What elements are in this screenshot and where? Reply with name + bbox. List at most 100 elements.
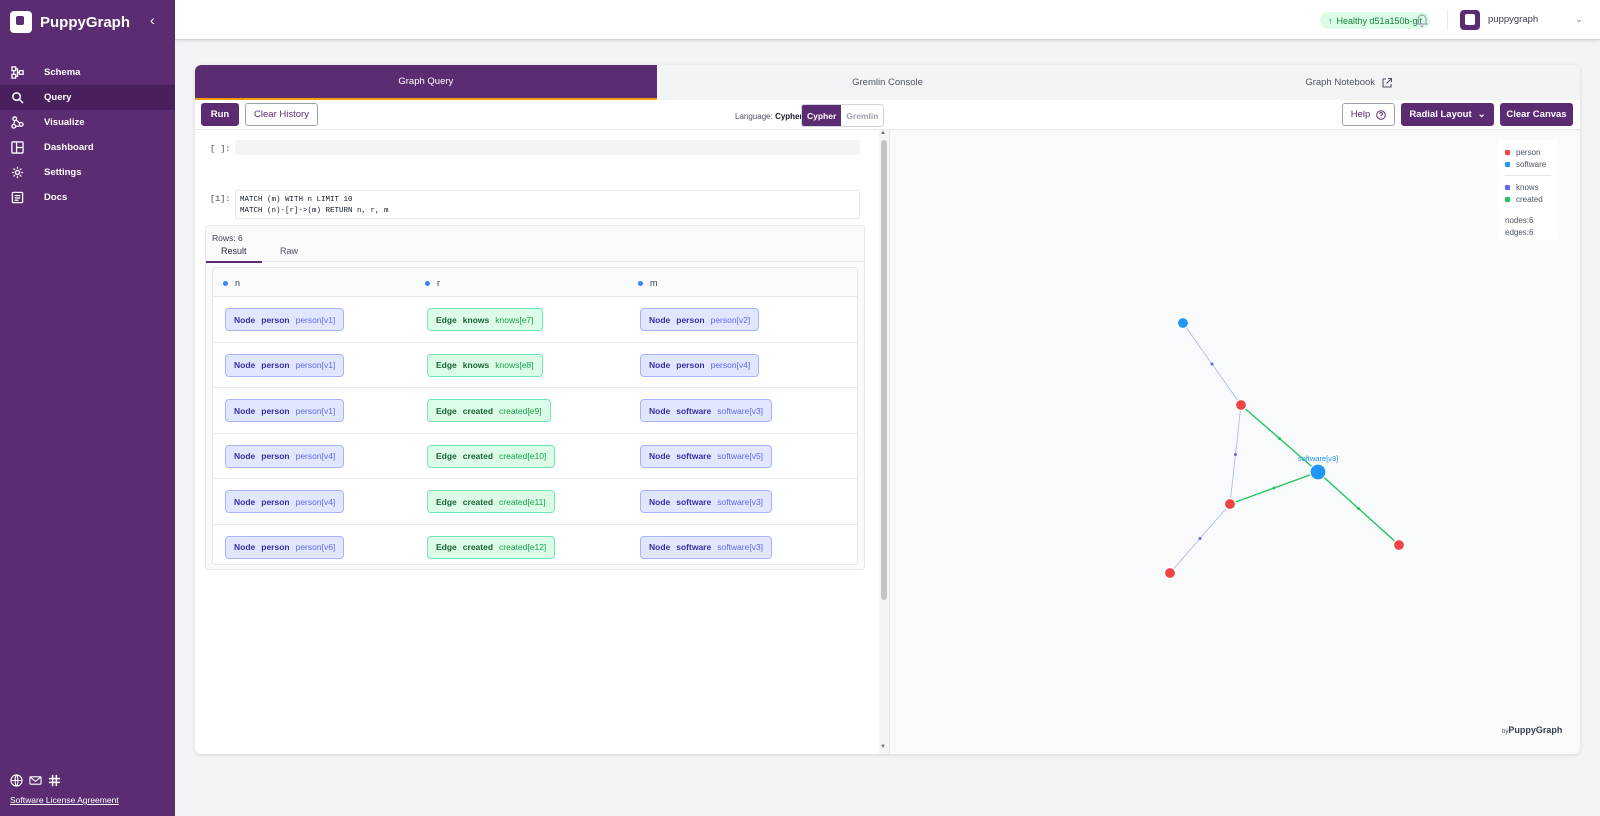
column-header-m: m	[638, 278, 658, 288]
chip-id: person[v1]	[295, 405, 336, 416]
graph-query-panel: Graph Query Gremlin Console Graph Notebo…	[195, 65, 1580, 754]
graph-canvas[interactable]: software[v3] person software knows creat…	[889, 130, 1580, 754]
lang-cypher-button[interactable]: Cypher	[802, 105, 842, 126]
legend-divider	[1505, 175, 1551, 176]
node-chip[interactable]: Node person person[v4]	[640, 353, 760, 377]
chip-id: person[v2]	[710, 314, 751, 325]
sidebar-item-schema[interactable]: Schema	[0, 60, 175, 85]
graph-node-software[interactable]	[1309, 463, 1327, 481]
edge-chip[interactable]: Edge created created[e11]	[427, 490, 555, 513]
run-button[interactable]: Run	[201, 103, 239, 126]
avatar[interactable]	[1460, 10, 1480, 30]
legend-swatch	[1505, 149, 1510, 155]
edge-chip[interactable]: Edge knows knows[e7]	[427, 308, 543, 331]
chip-label: person	[261, 405, 290, 416]
software-license-link[interactable]: Software License Agreement	[10, 795, 119, 805]
user-name[interactable]: puppygraph	[1488, 14, 1539, 25]
query-input[interactable]	[235, 140, 860, 155]
lang-gremlin-button[interactable]: Gremlin	[841, 105, 884, 126]
node-chip[interactable]: Node person person[v4]	[225, 444, 345, 468]
help-button[interactable]: Help	[1342, 103, 1395, 126]
collapse-sidebar-icon[interactable]: ‹	[150, 12, 155, 28]
schema-icon	[10, 66, 24, 80]
chip-kind: Edge	[436, 451, 457, 461]
query-code[interactable]: MATCH (m) WITH n LIMIT 10 MATCH (n)-[r]->…	[235, 190, 860, 219]
chip-label: software	[676, 496, 712, 507]
chip-kind: Edge	[436, 496, 457, 507]
graph-node-person[interactable]	[1392, 538, 1406, 552]
topbar: ↑ Healthy d51a150b-git puppygraph ⌄	[175, 0, 1600, 40]
legend-spacer	[1505, 210, 1551, 211]
legend-person: person	[1505, 146, 1551, 158]
node-chip[interactable]: Node person person[v4]	[225, 490, 345, 513]
tab-graph-notebook[interactable]: Graph Notebook	[1118, 65, 1580, 100]
edge-chip[interactable]: Edge created created[e10]	[427, 444, 556, 468]
tab-gremlin-console[interactable]: Gremlin Console	[657, 65, 1119, 100]
node-chip[interactable]: Node person person[v6]	[225, 535, 345, 559]
edges-count: edges:6	[1505, 228, 1534, 237]
graph-svg[interactable]: software[v3]	[890, 130, 1580, 754]
tab-graph-query[interactable]: Graph Query	[195, 65, 657, 100]
chip-id: software[v3]	[717, 496, 764, 507]
edge-arrow-marker	[1234, 453, 1237, 456]
edge-chip[interactable]: Edge knows knows[e8]	[427, 353, 543, 377]
scroll-down-icon[interactable]: ▼	[880, 744, 886, 750]
sidebar-item-dashboard[interactable]: Dashboard	[0, 135, 175, 160]
chip-id: person[v4]	[710, 360, 751, 370]
node-chip[interactable]: Node person person[v1]	[225, 353, 345, 377]
brand[interactable]: PuppyGraph	[10, 10, 130, 34]
graph-node-person[interactable]	[1234, 398, 1248, 412]
graph-node-person[interactable]	[1163, 566, 1177, 580]
sidebar-item-label: Docs	[44, 192, 68, 203]
legend-knows: knows	[1505, 181, 1551, 193]
node-chip[interactable]: Node software software[v3]	[640, 490, 773, 513]
chip-kind: Node	[649, 314, 671, 325]
bell-icon[interactable]	[1415, 13, 1429, 27]
sidebar-item-query[interactable]: Query	[0, 85, 175, 110]
chip-id: person[v1]	[295, 314, 336, 325]
chip-id: person[v4]	[295, 496, 336, 507]
clear-canvas-button[interactable]: Clear Canvas	[1500, 103, 1573, 126]
sidebar-item-settings[interactable]: Settings	[0, 160, 175, 185]
globe-icon[interactable]	[10, 774, 23, 792]
layout-label: Radial Layout	[1409, 109, 1472, 120]
tab-raw[interactable]: Raw	[280, 246, 299, 256]
scroll-thumb[interactable]	[881, 140, 887, 600]
sidebar-item-label: Schema	[44, 67, 81, 78]
node-chip[interactable]: Node software software[v3]	[640, 399, 773, 422]
query-scrollbar[interactable]: ▲ ▼	[879, 130, 889, 754]
graph-node-person[interactable]	[1223, 497, 1237, 511]
edge-chip[interactable]: Edge created created[e12]	[427, 535, 556, 559]
chip-id: person[v6]	[295, 542, 336, 552]
sidebar-item-docs[interactable]: Docs	[0, 185, 175, 210]
external-link-icon	[1382, 77, 1393, 88]
language-value: Cypher	[775, 112, 803, 121]
chip-kind: Node	[234, 451, 256, 461]
edge-chip[interactable]: Edge created created[e9]	[427, 399, 551, 422]
dashboard-icon	[10, 141, 24, 155]
chip-kind: Node	[234, 360, 256, 370]
chip-kind: Edge	[436, 405, 457, 416]
node-chip[interactable]: Node software software[v5]	[640, 444, 773, 468]
node-chip[interactable]: Node software software[v3]	[640, 535, 773, 559]
clear-history-button[interactable]: Clear History	[245, 103, 318, 126]
mail-icon[interactable]	[29, 774, 42, 792]
sidebar-item-visualize[interactable]: Visualize	[0, 110, 175, 135]
chevron-down-icon[interactable]: ⌄	[1575, 14, 1583, 24]
chip-kind: Edge	[436, 542, 457, 552]
node-chip[interactable]: Node person person[v1]	[225, 399, 345, 422]
graph-node-software[interactable]	[1176, 316, 1190, 330]
tab-result[interactable]: Result	[221, 246, 247, 256]
chip-id: created[e9]	[499, 405, 542, 416]
legend-created: created	[1505, 193, 1551, 205]
radial-layout-dropdown[interactable]: Radial Layout ⌄	[1401, 103, 1494, 126]
node-chip[interactable]: Node person person[v2]	[640, 308, 760, 331]
puppygraph-watermark: byPuppyGraph	[1502, 725, 1562, 735]
node-chip[interactable]: Node person person[v1]	[225, 308, 345, 331]
nodes-count: nodes:6	[1505, 216, 1534, 225]
slack-icon[interactable]	[48, 774, 61, 792]
scroll-up-icon[interactable]: ▲	[880, 130, 886, 136]
puppygraph-logo-icon	[10, 11, 32, 33]
chip-id: person[v1]	[295, 360, 336, 370]
active-tab-underline	[206, 261, 262, 263]
